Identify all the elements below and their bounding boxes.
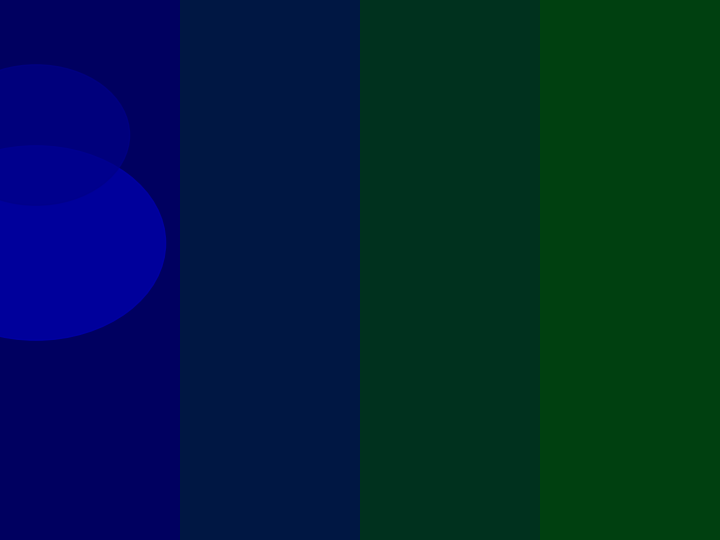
- FancyBboxPatch shape: [204, 123, 546, 173]
- FancyBboxPatch shape: [430, 363, 546, 396]
- FancyBboxPatch shape: [314, 234, 430, 267]
- FancyBboxPatch shape: [204, 267, 314, 299]
- Text: Saudi Arabia and Libya, use  77% of the estimated total world extraction: Saudi Arabia and Libya, use 77% of the e…: [140, 413, 720, 428]
- Text: Libya: Libya: [238, 340, 280, 354]
- Text: Total use: Total use: [334, 180, 410, 194]
- Text: 4,850: 4,850: [351, 276, 392, 289]
- Text: The Middle East: The Middle East: [232, 83, 506, 112]
- FancyBboxPatch shape: [430, 234, 546, 267]
- Text: 2,200: 2,200: [351, 373, 392, 387]
- FancyBboxPatch shape: [314, 299, 430, 331]
- Text: 4,280: 4,280: [351, 340, 392, 354]
- FancyBboxPatch shape: [430, 173, 546, 202]
- FancyBboxPatch shape: [204, 299, 314, 331]
- Circle shape: [0, 65, 130, 205]
- FancyBboxPatch shape: [314, 363, 430, 396]
- FancyBboxPatch shape: [430, 331, 546, 363]
- Text: ATER: ATER: [333, 143, 370, 158]
- FancyBboxPatch shape: [204, 331, 314, 363]
- Text: % Non-renewable: % Non-renewable: [425, 180, 551, 194]
- Text: .: .: [394, 143, 403, 158]
- Text: 486: 486: [359, 308, 384, 322]
- Text: 35%: 35%: [475, 308, 500, 322]
- Text: Jordan: Jordan: [234, 308, 284, 322]
- Text: 84%: 84%: [475, 211, 500, 225]
- FancyBboxPatch shape: [204, 234, 314, 267]
- Text: Saudi Arabia: Saudi Arabia: [209, 211, 310, 225]
- Text: 18%: 18%: [475, 276, 500, 289]
- Text: GROUNDW: GROUNDW: [343, 134, 407, 149]
- FancyBboxPatch shape: [430, 299, 546, 331]
- Text: Egypt: Egypt: [238, 276, 280, 289]
- Text: 32%: 32%: [475, 373, 500, 387]
- Text: Bahrain: Bahrain: [230, 244, 289, 258]
- FancyBboxPatch shape: [430, 267, 546, 299]
- Text: of non-renewable groundwater for urban supply and irrigated agriculture.: of non-renewable groundwater for urban s…: [140, 431, 720, 445]
- FancyBboxPatch shape: [204, 202, 314, 234]
- Circle shape: [0, 146, 166, 340]
- Text: 70%: 70%: [475, 340, 500, 354]
- Text: COUNTRY: COUNTRY: [230, 180, 289, 194]
- Text: 35%: 35%: [475, 244, 500, 258]
- FancyBboxPatch shape: [314, 267, 430, 299]
- Text: 21,000: 21,000: [346, 211, 397, 225]
- Text: (Mm³/yr): (Mm³/yr): [315, 153, 389, 168]
- FancyBboxPatch shape: [314, 202, 430, 234]
- Text: Yemen: Yemen: [238, 373, 280, 387]
- Text: 258: 258: [359, 244, 384, 258]
- FancyBboxPatch shape: [314, 331, 430, 363]
- FancyBboxPatch shape: [314, 173, 430, 202]
- FancyBboxPatch shape: [204, 173, 314, 202]
- FancyBboxPatch shape: [204, 363, 314, 396]
- FancyBboxPatch shape: [430, 202, 546, 234]
